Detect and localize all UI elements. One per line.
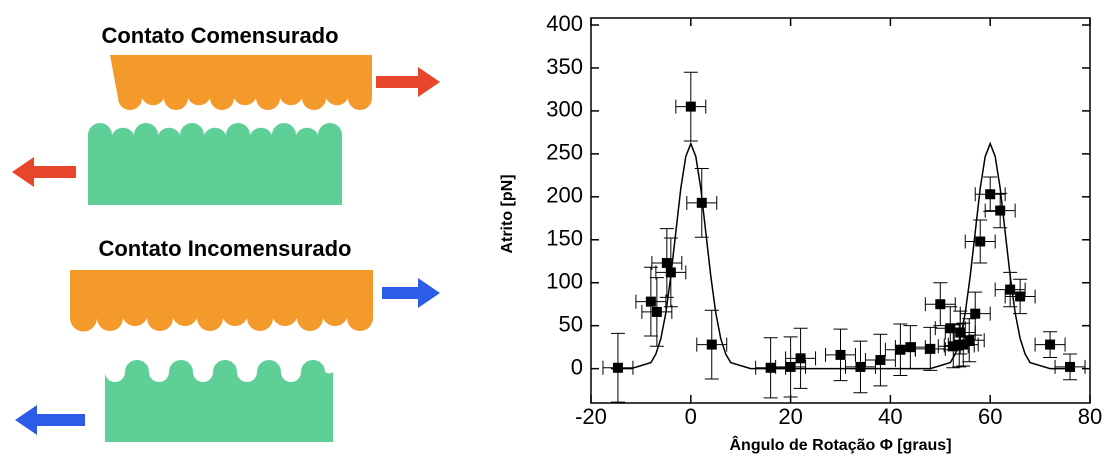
point bbox=[1015, 291, 1026, 302]
point bbox=[795, 353, 806, 364]
arrow-left bbox=[12, 157, 76, 187]
point bbox=[855, 361, 866, 372]
point bbox=[995, 205, 1006, 216]
x-tick-label: 20 bbox=[778, 404, 802, 429]
point bbox=[661, 257, 672, 268]
y-tick-label: 400 bbox=[546, 11, 583, 36]
x-axis-label: Ângulo de Rotação Φ [graus] bbox=[729, 435, 951, 454]
point bbox=[985, 189, 996, 200]
y-tick-label: 50 bbox=[559, 311, 583, 336]
y-tick-label: 200 bbox=[546, 183, 583, 208]
point bbox=[970, 308, 981, 319]
fit-curve bbox=[610, 141, 1071, 370]
point bbox=[945, 323, 956, 334]
arrow-right bbox=[382, 278, 440, 308]
lower-block bbox=[88, 123, 342, 205]
point bbox=[765, 362, 776, 373]
point bbox=[612, 362, 623, 373]
diagram-label: Contato Incomensurado bbox=[98, 236, 351, 261]
point bbox=[835, 349, 846, 360]
y-tick-label: 0 bbox=[571, 354, 583, 379]
point bbox=[905, 342, 916, 353]
plot-frame bbox=[590, 17, 1091, 404]
y-tick-label: 150 bbox=[546, 226, 583, 251]
lower-block bbox=[105, 360, 333, 442]
arrow-right bbox=[376, 67, 440, 97]
point bbox=[651, 306, 662, 317]
point bbox=[955, 327, 966, 338]
point bbox=[964, 335, 975, 346]
point bbox=[975, 236, 986, 247]
x-tick-label: -20 bbox=[575, 404, 607, 429]
point bbox=[895, 344, 906, 355]
diagram-label: Contato Comensurado bbox=[101, 23, 338, 48]
point bbox=[645, 296, 656, 307]
y-tick-label: 300 bbox=[546, 97, 583, 122]
x-tick-label: 80 bbox=[1078, 404, 1102, 429]
point bbox=[935, 299, 946, 310]
upper-block bbox=[70, 270, 373, 332]
diagram: Contato Comensurado Contato Incomensurad… bbox=[12, 23, 440, 442]
point bbox=[785, 361, 796, 372]
point bbox=[925, 343, 936, 354]
y-tick-label: 250 bbox=[546, 140, 583, 165]
x-tick-label: 40 bbox=[878, 404, 902, 429]
y-axis-label: Atrito [pN] bbox=[499, 174, 516, 253]
point bbox=[1045, 339, 1056, 350]
point bbox=[948, 341, 959, 352]
point bbox=[1065, 361, 1076, 372]
x-tick-label: 0 bbox=[685, 404, 697, 429]
y-tick-label: 350 bbox=[546, 54, 583, 79]
arrow-left bbox=[15, 405, 85, 435]
point bbox=[875, 355, 886, 366]
point bbox=[1005, 284, 1016, 295]
plot: -20 0 20 40 60 80 0 50 100 150 200 250 300 350 400 Ângu… bbox=[499, 11, 1102, 454]
point bbox=[685, 101, 696, 112]
upper-block bbox=[110, 55, 372, 110]
point bbox=[958, 339, 969, 350]
point bbox=[706, 339, 717, 350]
y-tick-label: 100 bbox=[546, 269, 583, 294]
x-tick-label: 60 bbox=[978, 404, 1002, 429]
